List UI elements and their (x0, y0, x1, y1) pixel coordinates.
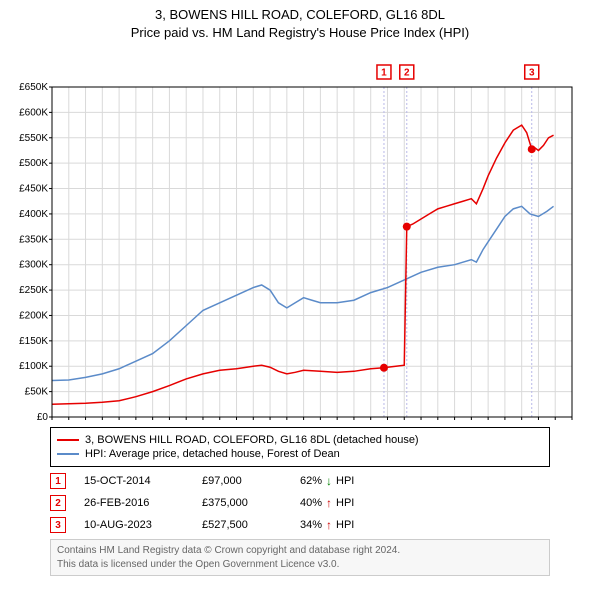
y-tick-label: £300K (19, 260, 48, 271)
legend-label-blue: HPI: Average price, detached house, Fore… (85, 448, 340, 460)
footer-line-2: This data is licensed under the Open Gov… (57, 558, 543, 572)
legend-box: 3, BOWENS HILL ROAD, COLEFORD, GL16 8DL … (50, 427, 550, 467)
transaction-price: £375,000 (202, 497, 282, 509)
legend-row-red: 3, BOWENS HILL ROAD, COLEFORD, GL16 8DL … (57, 434, 543, 446)
title-line-1: 3, BOWENS HILL ROAD, COLEFORD, GL16 8DL (0, 6, 600, 24)
chart-svg: £0 £50K £100K £150K £200K £250K £300K £350K £400… (0, 41, 600, 421)
arrow-up-icon: ↑ (326, 518, 332, 532)
transaction-price: £97,000 (202, 475, 282, 487)
transaction-date: 26-FEB-2016 (84, 497, 184, 509)
y-tick-label: £350K (19, 234, 48, 245)
sale-marker-dot (403, 223, 411, 231)
transactions-table: 1 15-OCT-2014 £97,000 62% ↓ HPI 2 26-FEB-2016… (50, 473, 550, 533)
legend-row-blue: HPI: Average price, detached house, Fore… (57, 448, 543, 460)
y-tick-label: £50K (25, 387, 49, 398)
y-tick-label: £550K (19, 133, 48, 144)
y-tick-label: £250K (19, 285, 48, 296)
arrow-down-icon: ↓ (326, 474, 332, 488)
transaction-badge: 3 (50, 517, 66, 533)
transaction-badge: 1 (50, 473, 66, 489)
transaction-hpi-delta: 62% ↓ HPI (300, 474, 354, 488)
legend-label-red: 3, BOWENS HILL ROAD, COLEFORD, GL16 8DL … (85, 434, 419, 446)
y-tick-label: £600K (19, 107, 48, 118)
y-tick-label: £500K (19, 158, 48, 169)
footer: Contains HM Land Registry data © Crown c… (50, 539, 550, 576)
transaction-row: 2 26-FEB-2016 £375,000 40% ↑ HPI (50, 495, 550, 511)
svg-text:2: 2 (404, 68, 410, 79)
transaction-row: 3 10-AUG-2023 £527,500 34% ↑ HPI (50, 517, 550, 533)
footer-line-1: Contains HM Land Registry data © Crown c… (57, 544, 543, 558)
legend-swatch-blue (57, 453, 79, 455)
transaction-date: 15-OCT-2014 (84, 475, 184, 487)
y-tick-label: £150K (19, 336, 48, 347)
chart-container: { "title": { "line1": "3, BOWENS HILL RO… (0, 0, 600, 590)
svg-text:3: 3 (529, 68, 535, 79)
transaction-hpi-delta: 40% ↑ HPI (300, 496, 354, 510)
sale-marker-dot (528, 145, 536, 153)
y-tick-label: £0 (37, 412, 49, 421)
svg-text:1: 1 (381, 68, 387, 79)
transaction-row: 1 15-OCT-2014 £97,000 62% ↓ HPI (50, 473, 550, 489)
transaction-price: £527,500 (202, 519, 282, 531)
title-block: 3, BOWENS HILL ROAD, COLEFORD, GL16 8DL … (0, 0, 600, 41)
y-tick-label: £200K (19, 311, 48, 322)
y-tick-label: £400K (19, 209, 48, 220)
y-tick-label: £650K (19, 82, 48, 93)
y-tick-label: £450K (19, 184, 48, 195)
title-line-2: Price paid vs. HM Land Registry's House … (0, 24, 600, 42)
sale-marker-dot (380, 364, 388, 372)
transaction-badge: 2 (50, 495, 66, 511)
transaction-hpi-delta: 34% ↑ HPI (300, 518, 354, 532)
arrow-up-icon: ↑ (326, 496, 332, 510)
y-tick-label: £100K (19, 361, 48, 372)
legend-swatch-red (57, 439, 79, 441)
transaction-date: 10-AUG-2023 (84, 519, 184, 531)
